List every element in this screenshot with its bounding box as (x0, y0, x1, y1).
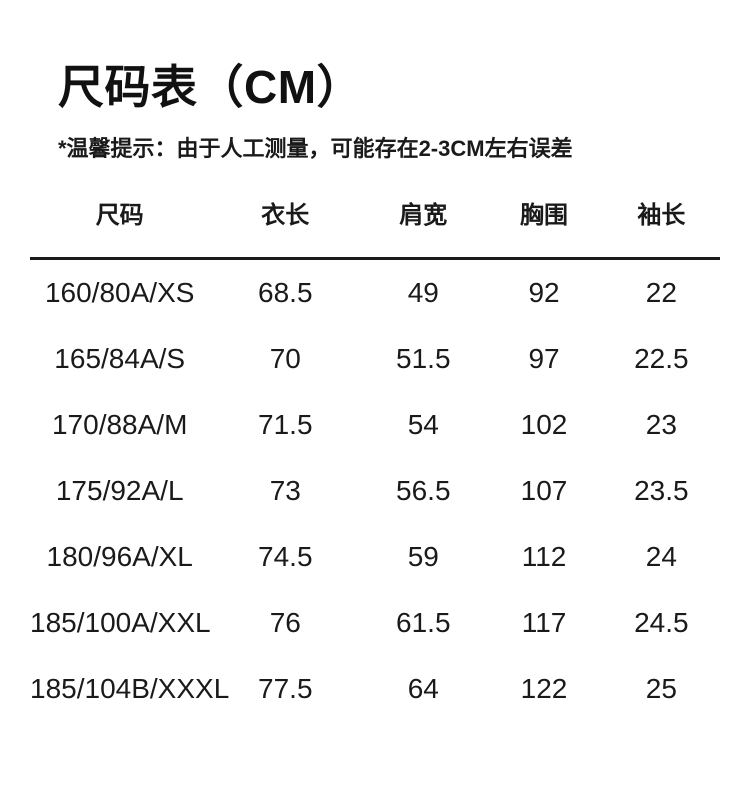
bust-cell: 117 (521, 606, 567, 638)
table-row: 160/80A/XS 68.5 49 92 22 (30, 258, 720, 326)
bust-cell: 97 (528, 342, 560, 374)
length-cell: 68.5 (258, 276, 313, 308)
table-row: 175/92A/L 73 56.5 107 23.5 (30, 458, 720, 524)
page-title: 尺码表（CM） (58, 61, 364, 113)
size-cell: 175/92A/L (55, 474, 184, 506)
bust-cell: 102 (520, 408, 568, 440)
size-cell: 160/80A/XS (44, 276, 195, 308)
table-row: 185/100A/XXL 76 61.5 117 24.5 (30, 590, 720, 656)
sleeve-cell: 25 (645, 672, 677, 704)
column-header-length: 衣长 (209, 161, 362, 260)
table-row: 165/84A/S 70 51.5 97 22.5 (30, 326, 720, 392)
shoulder-cell: 51.5 (396, 342, 451, 374)
length-cell: 74.5 (258, 540, 313, 572)
bust-cell: 122 (520, 672, 568, 704)
column-header-size: 尺码 (30, 161, 210, 260)
size-cell: 185/104B/XXXL (30, 672, 230, 704)
size-cell: 180/96A/XL (46, 540, 193, 572)
size-cell: 170/88A/M (51, 408, 188, 440)
length-cell: 77.5 (258, 672, 313, 704)
size-cell: 165/84A/S (54, 342, 186, 374)
shoulder-cell: 61.5 (396, 606, 451, 638)
sleeve-cell: 23 (645, 408, 677, 440)
size-cell: 185/100A/XXL (30, 606, 211, 638)
sleeve-cell: 24 (645, 540, 677, 572)
size-chart-page: 尺码表（CM） *温馨提示：由于人工测量，可能存在2-3CM左右误差 尺码 衣长… (0, 62, 750, 788)
sleeve-cell: 22.5 (634, 342, 689, 374)
length-cell: 73 (269, 474, 301, 506)
shoulder-cell: 56.5 (396, 474, 451, 506)
sleeve-cell: 24.5 (634, 606, 689, 638)
bust-cell: 92 (528, 276, 560, 308)
bust-cell: 112 (521, 540, 567, 572)
shoulder-cell: 54 (407, 408, 439, 440)
table-row: 185/104B/XXXL 77.5 64 122 25 (30, 656, 720, 722)
shoulder-cell: 59 (407, 540, 439, 572)
table-header-row: 尺码 衣长 肩宽 胸围 袖长 (30, 161, 720, 260)
sleeve-cell: 23.5 (634, 474, 689, 506)
sleeve-cell: 22 (645, 276, 677, 308)
shoulder-cell: 49 (407, 276, 439, 308)
shoulder-cell: 64 (407, 672, 439, 704)
length-cell: 70 (269, 342, 301, 374)
measurement-note: *温馨提示：由于人工测量，可能存在2-3CM左右误差 (58, 135, 573, 161)
column-header-shoulder: 肩宽 (361, 161, 486, 260)
table-row: 170/88A/M 71.5 54 102 23 (30, 392, 720, 458)
column-header-bust: 胸围 (485, 161, 603, 260)
column-header-sleeve: 袖长 (602, 161, 720, 260)
size-table: 尺码 衣长 肩宽 胸围 袖长 160/80A/XS 68.5 49 92 22 … (30, 161, 720, 722)
bust-cell: 107 (520, 474, 568, 506)
length-cell: 71.5 (258, 408, 313, 440)
length-cell: 76 (269, 606, 301, 638)
table-row: 180/96A/XL 74.5 59 112 24 (30, 524, 720, 590)
